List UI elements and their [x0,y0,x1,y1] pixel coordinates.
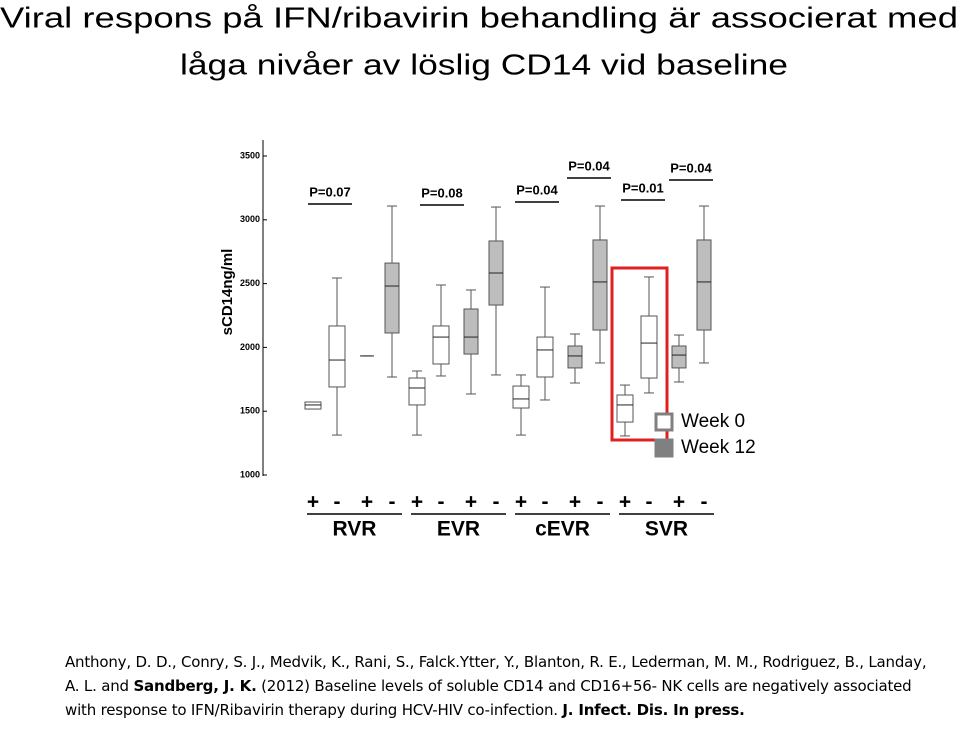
y-tick-label: 3500 [240,150,260,160]
box [512,385,530,409]
legend-swatch [654,412,674,432]
group-label: RVR [333,518,377,541]
box [696,239,712,331]
x-tick-label: - [334,491,341,514]
box [432,325,450,365]
y-tick-label: 2000 [240,342,260,352]
legend-label: Week 0 [681,411,745,432]
p-value: P=0.01 [622,180,664,195]
box [536,336,554,378]
group-label: cEVR [535,518,590,541]
x-tick-label: - [646,491,653,514]
group-label: EVR [437,518,480,541]
y-tick-label: 3000 [240,214,260,224]
highlight-box [610,266,669,442]
x-tick-label: + [465,491,477,514]
box [304,401,322,410]
y-tick-label: 1000 [240,469,260,479]
y-axis-label: sCD14ng/ml [219,249,236,336]
x-tick-label: + [411,491,423,514]
p-value: P=0.07 [309,184,351,199]
slide-title: låga nivåer av löslig CD14 vid baseline [180,50,788,82]
box [567,345,583,369]
x-tick-label: + [515,491,527,514]
citation-body: (2012) Baseline levels of soluble CD14 a… [65,677,912,719]
p-value: P=0.08 [421,185,463,200]
box [640,315,658,379]
x-tick-label: - [438,491,445,514]
x-tick-label: + [673,491,685,514]
citation: Anthony, D. D., Conry, S. J., Medvik, K.… [65,650,945,722]
box [408,377,426,406]
citation-lead-author: Sandberg, J. K. [133,677,257,695]
box [592,239,608,331]
box [463,308,479,355]
x-tick-label: - [389,491,396,514]
x-tick-label: + [569,491,581,514]
chart: Viral respons på IFN/ribavirin behandlin… [0,3,958,541]
box [671,345,687,369]
y-tick-label: 1500 [240,406,260,416]
group-label: SVR [645,518,688,541]
p-value: P=0.04 [670,160,712,175]
x-tick-label: - [493,491,500,514]
x-tick-label: - [701,491,708,514]
legend-label: Week 12 [681,437,756,458]
box [328,325,346,388]
p-value: P=0.04 [568,158,610,173]
x-tick-label: + [361,491,373,514]
citation-journal: J. Infect. Dis. In press. [562,701,745,719]
p-value: P=0.04 [516,182,558,197]
x-tick-label: - [597,491,604,514]
x-tick-label: + [619,491,631,514]
slide-title: Viral respons på IFN/ribavirin behandlin… [0,3,958,35]
x-tick-label: + [307,491,319,514]
x-tick-label: - [542,491,549,514]
box [384,262,400,334]
legend-swatch [654,438,674,458]
y-tick-label: 2500 [240,278,260,288]
citation-authors: Anthony, D. D., Conry, S. J., Medvik, K.… [65,653,927,695]
box [616,394,634,423]
